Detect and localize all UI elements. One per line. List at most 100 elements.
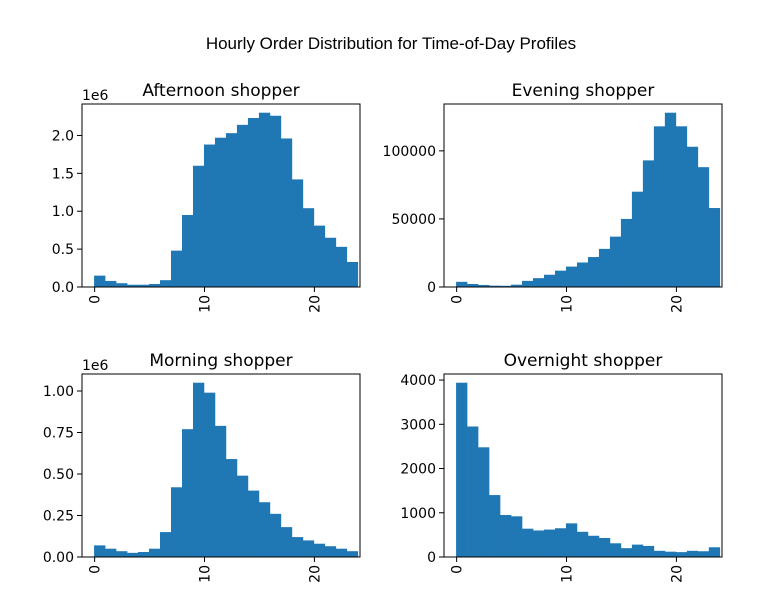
bar-overnight-17 [642, 545, 655, 557]
bar-afternoon-20 [313, 225, 326, 287]
bar-afternoon-1 [105, 280, 117, 287]
bar-afternoon-0 [94, 275, 106, 287]
bar-afternoon-19 [302, 208, 315, 287]
bar-overnight-10 [565, 523, 578, 557]
ytick-label-overnight-0: 0 [427, 550, 436, 566]
panels: Afternoon shopper 1e6 0.0 0.5 1.0 1.5 2.0 0 10 20… [43, 81, 723, 583]
bar-overnight-22 [697, 551, 710, 557]
panel-morning: Morning shopper 1e6 0.00 0.25 0.50 0.75 1.00 0 1… [43, 351, 361, 583]
bar-evening-18 [653, 126, 666, 288]
bar-afternoon-8 [181, 215, 194, 287]
bar-morning-10 [203, 392, 216, 557]
ytick-label-overnight-4: 4000 [400, 373, 436, 389]
bar-evening-11 [576, 262, 589, 287]
bar-overnight-15 [620, 548, 633, 557]
bar-morning-15 [258, 502, 271, 557]
bar-evening-6 [522, 280, 534, 287]
axes-frame-overnight [443, 373, 723, 558]
bar-evening-21 [686, 146, 699, 287]
bar-morning-3 [127, 552, 139, 557]
bar-morning-8 [181, 429, 194, 557]
panel-title-evening: Evening shopper [512, 81, 655, 101]
bar-overnight-13 [598, 537, 611, 557]
bar-evening-13 [598, 248, 611, 287]
bar-morning-4 [138, 552, 150, 557]
bar-morning-17 [280, 527, 293, 557]
bar-overnight-8 [543, 529, 556, 557]
bar-morning-22 [335, 548, 348, 557]
bar-evening-20 [675, 126, 688, 288]
bar-afternoon-16 [269, 115, 282, 288]
bar-overnight-14 [609, 543, 622, 557]
bar-morning-20 [313, 543, 326, 557]
bar-morning-6 [160, 532, 172, 557]
bar-morning-9 [192, 382, 205, 557]
bar-overnight-3 [489, 495, 501, 557]
bar-afternoon-23 [346, 261, 359, 287]
bar-afternoon-21 [324, 237, 337, 287]
bar-afternoon-10 [203, 144, 216, 287]
bar-evening-17 [642, 160, 655, 287]
xtick-label-overnight-1: 10 [560, 565, 576, 583]
xtick-label-afternoon-2: 20 [307, 295, 323, 313]
xtick-label-morning-1: 10 [198, 565, 214, 583]
bar-evening-4 [500, 285, 512, 287]
xtick-label-evening-0: 0 [450, 295, 466, 304]
ytick-label-morning-3: 0.75 [43, 426, 74, 442]
bar-overnight-6 [522, 528, 534, 557]
bar-morning-12 [225, 459, 238, 557]
bar-evening-8 [543, 274, 556, 287]
bar-morning-21 [324, 546, 337, 557]
ytick-label-overnight-1: 1000 [400, 506, 436, 522]
bar-evening-12 [587, 257, 600, 287]
bar-morning-16 [269, 513, 282, 557]
bar-afternoon-2 [116, 283, 128, 287]
ytick-label-morning-1: 0.25 [43, 509, 74, 525]
bar-morning-7 [171, 487, 183, 557]
offset-label-morning: 1e6 [82, 358, 109, 374]
bar-afternoon-18 [291, 179, 304, 287]
bar-morning-5 [149, 548, 161, 557]
bar-morning-14 [247, 490, 260, 557]
panel-afternoon: Afternoon shopper 1e6 0.0 0.5 1.0 1.5 2.0 0 10 20 [52, 81, 361, 313]
panel-title-overnight: Overnight shopper [504, 351, 663, 371]
bar-evening-15 [620, 218, 633, 287]
ytick-label-afternoon-2: 1.0 [52, 204, 74, 220]
bar-evening-14 [609, 236, 622, 287]
bar-afternoon-6 [160, 280, 172, 287]
bar-evening-5 [511, 284, 523, 287]
ytick-label-overnight-2: 2000 [400, 462, 436, 478]
ytick-label-afternoon-1: 0.5 [52, 242, 74, 258]
bar-afternoon-13 [236, 124, 249, 288]
bar-evening-10 [565, 266, 578, 287]
ytick-label-morning-0: 0.00 [43, 550, 74, 566]
ytick-label-evening-2: 100000 [383, 144, 436, 160]
bar-evening-3 [489, 285, 501, 287]
bar-morning-23 [346, 551, 359, 557]
bar-overnight-2 [478, 447, 490, 557]
bar-overnight-4 [500, 514, 512, 557]
figure-title: Hourly Order Distribution for Time-of-Da… [206, 34, 576, 53]
bar-morning-13 [236, 475, 249, 557]
xtick-label-morning-2: 20 [307, 565, 323, 583]
bar-afternoon-4 [138, 284, 150, 287]
bar-overnight-19 [664, 551, 677, 557]
xtick-label-afternoon-1: 10 [198, 295, 214, 313]
ytick-label-afternoon-3: 1.5 [52, 166, 74, 182]
bar-evening-22 [697, 167, 710, 287]
bar-evening-23 [708, 208, 721, 287]
panel-evening: Evening shopper 0 50000 100000 0 10 20 [383, 81, 723, 313]
bar-evening-0 [456, 281, 468, 287]
ytick-label-evening-0: 0 [427, 280, 436, 296]
bar-evening-1 [467, 284, 479, 287]
xtick-label-evening-2: 20 [669, 295, 685, 313]
bar-afternoon-12 [225, 133, 238, 287]
bar-afternoon-22 [335, 246, 348, 287]
bar-morning-18 [291, 537, 304, 557]
bar-overnight-12 [587, 535, 600, 557]
ytick-label-evening-1: 50000 [391, 212, 436, 228]
ytick-label-overnight-3: 3000 [400, 417, 436, 433]
bar-afternoon-14 [247, 118, 260, 287]
bar-evening-2 [478, 284, 490, 287]
